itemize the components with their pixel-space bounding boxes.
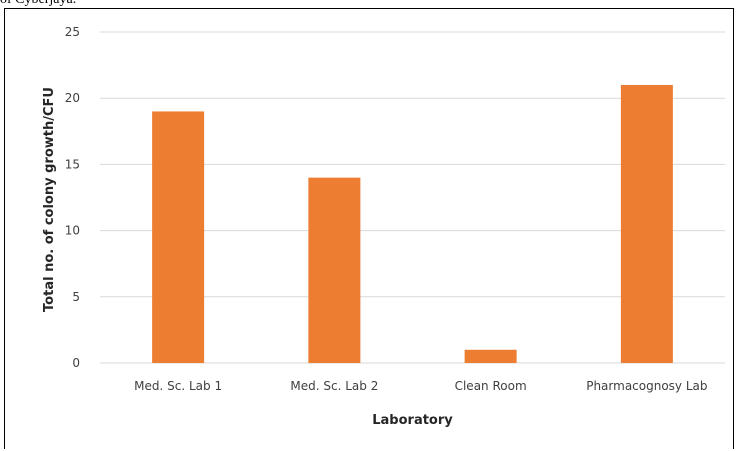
x-tick-label: Clean Room	[455, 379, 527, 393]
y-tick-label: 20	[65, 91, 80, 105]
y-tick-label: 15	[65, 157, 80, 171]
x-tick-label: Pharmacognosy Lab	[586, 379, 707, 393]
y-tick-label: 0	[72, 356, 80, 370]
x-tick-label: Med. Sc. Lab 1	[134, 379, 222, 393]
y-tick-label: 10	[65, 224, 80, 238]
bar	[152, 111, 205, 363]
x-axis-title: Laboratory	[372, 413, 453, 428]
gridlines	[100, 31, 725, 364]
bar	[308, 177, 361, 363]
x-tick-labels: Med. Sc. Lab 1 Med. Sc. Lab 2 Clean Room Ph…	[134, 379, 707, 393]
x-tick-label: Med. Sc. Lab 2	[290, 379, 378, 393]
y-tick-label: 5	[72, 290, 80, 304]
y-tick-labels: 0 5 10 15 20 25	[65, 25, 80, 370]
chart-frame	[4, 8, 734, 449]
y-axis-title: Total no. of colony growth/CFU	[42, 87, 57, 312]
bars	[152, 84, 673, 364]
bar	[464, 349, 517, 363]
bar	[620, 84, 673, 364]
figure-caption-fragment: of Cyberjaya.	[0, 0, 737, 8]
y-tick-label: 25	[65, 25, 80, 39]
